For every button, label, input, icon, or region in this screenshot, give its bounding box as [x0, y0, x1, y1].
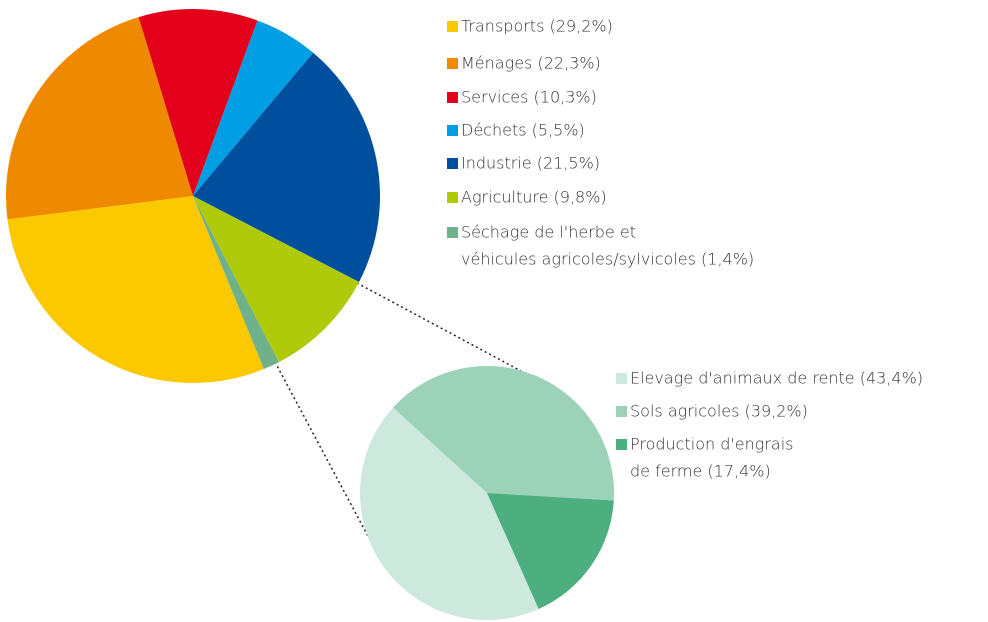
pie-slice	[193, 20, 314, 196]
pie-slice	[6, 17, 193, 220]
pie-slice	[487, 493, 614, 610]
legend-label: Déchets (5,5%)	[461, 121, 585, 140]
pie-slice	[392, 366, 614, 501]
legend-swatch	[447, 125, 458, 136]
legend-swatch	[447, 58, 458, 69]
legend-swatch	[616, 439, 627, 450]
legend-swatch	[447, 21, 458, 32]
pie-slice	[360, 407, 539, 621]
legend-label: véhicules agricoles/sylvicoles (1,4%)	[461, 250, 754, 269]
pie-slice	[193, 196, 279, 370]
legend-label: Elevage d'animaux de rente (43,4%)	[630, 369, 923, 388]
legend-swatch	[447, 92, 458, 103]
legend-label: Sols agricoles (39,2%)	[630, 402, 808, 421]
pie-slice	[193, 196, 360, 363]
legend-label: Production d'engrais	[630, 435, 794, 454]
legend-label: Transports (29,2%)	[461, 17, 613, 36]
legend-label: de ferme (17,4%)	[630, 462, 771, 481]
legend-swatch	[616, 373, 627, 384]
legend-swatch	[616, 406, 627, 417]
legend-label: Industrie (21,5%)	[461, 154, 600, 173]
legend-label: Séchage de l'herbe et	[461, 223, 636, 242]
legend-label: Agriculture (9,8%)	[461, 188, 607, 207]
legend-swatch	[447, 192, 458, 203]
connector	[274, 361, 371, 541]
connector	[356, 282, 522, 372]
legend-label: Services (10,3%)	[461, 88, 597, 107]
pie-slice	[7, 196, 264, 384]
legend-swatch	[447, 227, 458, 238]
pie-slice	[138, 9, 258, 197]
legend-swatch	[447, 158, 458, 169]
pie-slice	[193, 52, 380, 282]
legend-label: Ménages (22,3%)	[461, 54, 601, 73]
